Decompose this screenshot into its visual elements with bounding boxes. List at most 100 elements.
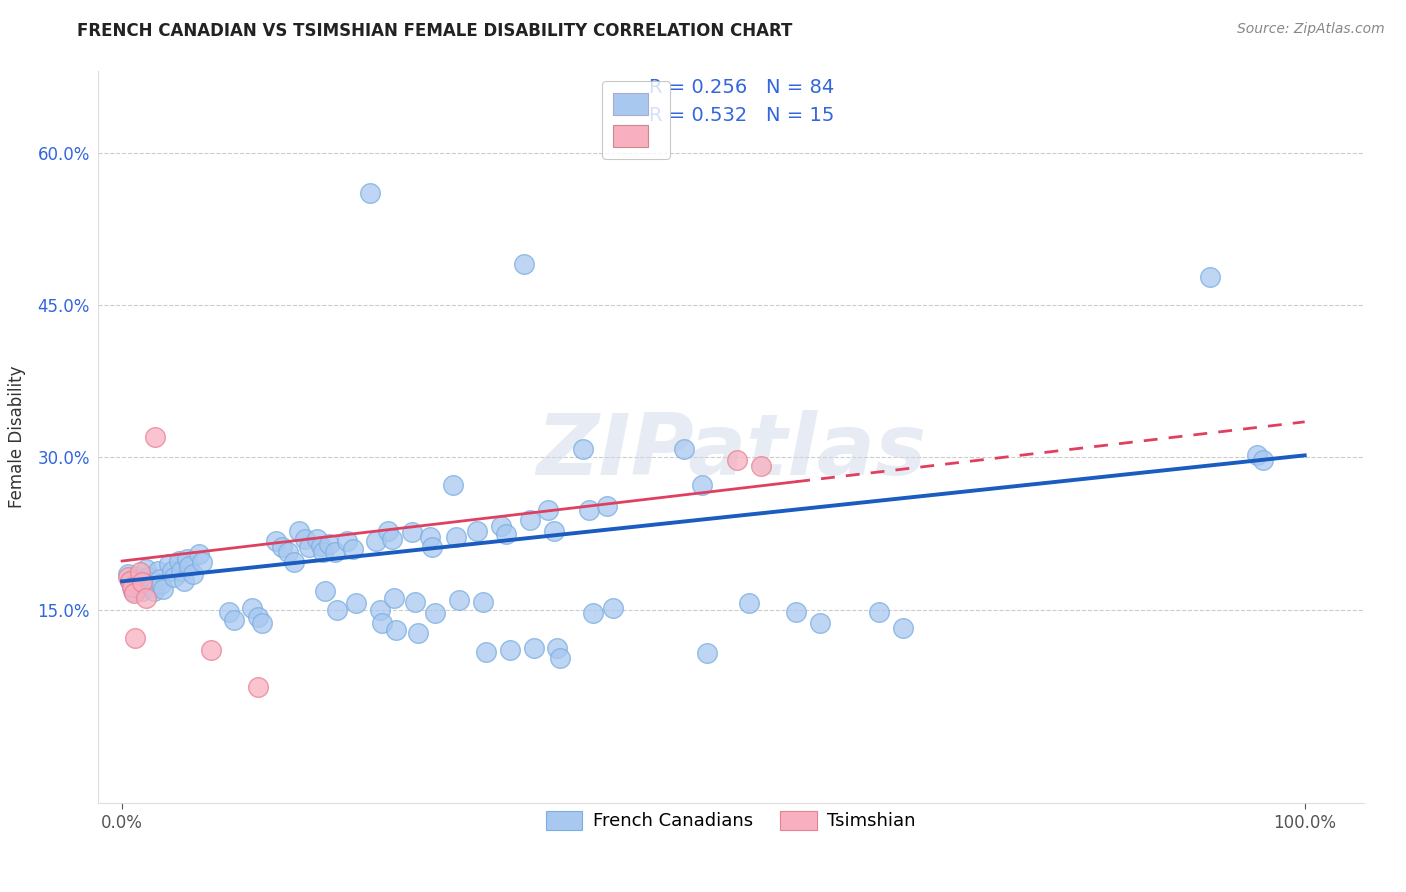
Point [173,574,195,589]
Point [1246,449,1268,463]
Point [200,643,222,657]
Point [247,680,270,694]
Point [294,532,316,546]
Text: Source: ZipAtlas.com: Source: ZipAtlas.com [1237,22,1385,37]
Point [523,641,546,656]
Point [868,605,890,619]
Point [690,478,713,492]
Point [359,186,381,201]
Point [368,603,391,617]
Point [224,613,246,627]
Point [277,545,299,559]
Point [725,453,748,467]
Point [312,545,335,559]
Point [1253,453,1275,467]
Point [264,533,287,548]
Point [318,537,340,551]
Point [513,257,536,271]
Point [344,596,367,610]
Point [441,478,464,492]
Point [572,442,595,457]
Point [596,499,619,513]
Point [382,591,405,605]
Point [283,555,305,569]
Point [122,585,145,599]
Point [187,547,209,561]
Point [546,641,568,656]
Point [381,532,404,546]
Point [152,582,174,597]
Point [543,524,565,538]
Point [419,530,441,544]
Point [519,513,541,527]
Point [157,557,180,571]
Point [135,591,157,605]
Text: FRENCH CANADIAN VS TSIMSHIAN FEMALE DISABILITY CORRELATION CHART: FRENCH CANADIAN VS TSIMSHIAN FEMALE DISA… [77,22,793,40]
Point [495,526,517,541]
Point [425,606,447,620]
Point [891,621,914,635]
Point [141,581,163,595]
Point [738,596,761,610]
Text: R = 0.532   N = 15: R = 0.532 N = 15 [648,106,834,125]
Point [143,430,166,444]
Point [167,554,190,568]
Text: R = 0.256   N = 84: R = 0.256 N = 84 [648,78,834,97]
Point [489,519,512,533]
Point [128,565,150,579]
Point [323,545,346,559]
Point [307,532,329,546]
Y-axis label: Female Disability: Female Disability [8,366,27,508]
Point [785,605,807,619]
Point [191,555,214,569]
Point [250,615,273,630]
Point [499,643,522,657]
Point [401,524,423,539]
Point [143,584,166,599]
Point [240,600,263,615]
Point [471,595,494,609]
Point [377,524,399,538]
Point [181,567,204,582]
Legend: French Canadians, Tsimshian: French Canadians, Tsimshian [538,804,924,838]
Point [117,570,139,584]
Point [314,584,336,599]
Point [1199,269,1222,284]
Point [537,503,560,517]
Point [696,647,718,661]
Point [342,541,364,556]
Point [404,595,426,609]
Point [121,584,143,599]
Point [270,540,292,554]
Point [309,539,332,553]
Point [150,577,173,591]
Point [149,572,172,586]
Point [578,503,600,517]
Point [336,533,359,548]
Point [218,605,240,619]
Point [160,564,183,578]
Point [124,632,146,646]
Point [371,615,394,630]
Point [117,567,139,582]
Point [135,562,157,576]
Point [121,581,143,595]
Point [176,552,198,566]
Point [672,442,695,457]
Point [444,530,467,544]
Point [131,584,153,599]
Point [406,626,429,640]
Point [475,645,498,659]
Point [298,540,321,554]
Point [127,574,149,588]
Point [163,570,186,584]
Point [602,600,624,615]
Point [465,524,488,538]
Point [288,524,311,538]
Point [420,540,443,554]
Point [138,575,160,590]
Point [121,581,143,595]
Point [247,610,270,624]
Point [131,575,153,590]
Point [808,615,831,630]
